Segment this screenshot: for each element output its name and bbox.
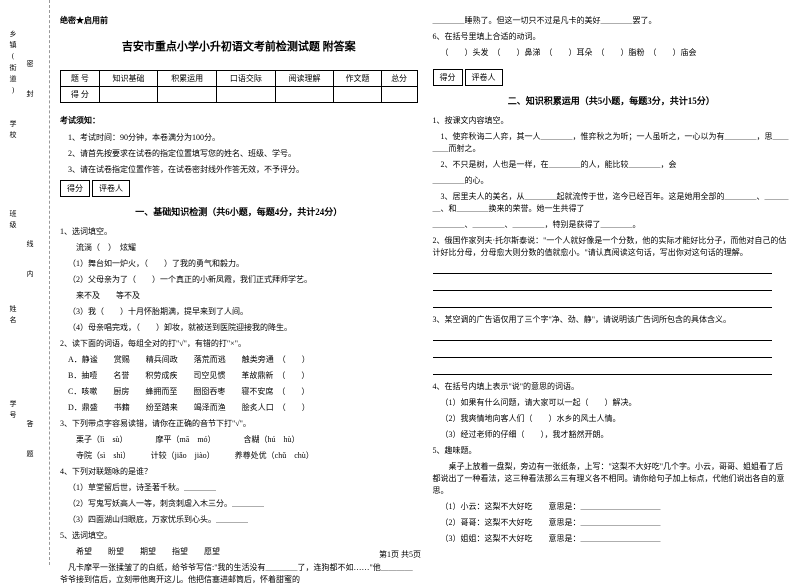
s2q5-1: （1）小云：这梨不大好吃 意思是：＿＿＿＿＿＿＿＿＿＿ — [433, 501, 791, 513]
s2q5-text: 桌子上放着一盘梨，旁边有一张纸条，上写："这梨不大好吃"几个字。小云，哥哥、姐姐… — [433, 461, 791, 497]
q4-3: （3）四面湖山归眼底，万家忧乐到心头。＿＿＿＿ — [60, 514, 418, 526]
right-column: ＿＿＿＿睡熟了。但这一切只不过是凡卡的美好＿＿＿＿罢了。 6、在括号里填上合适的… — [433, 15, 791, 550]
score-label-2: 得分 — [433, 69, 463, 86]
secret-label: 绝密★启用前 — [60, 15, 418, 26]
binding-seal-1: 密 封 — [25, 60, 35, 105]
binding-label-grade: 班级 — [8, 210, 18, 232]
q1-4: （4）母亲唱完戏，（ ）卸妆，就被送到医院迎接我的降生。 — [60, 322, 418, 334]
page-footer: 第1页 共5页 — [379, 549, 421, 560]
notice-1: 1、考试时间：90分钟，本卷满分为100分。 — [60, 132, 418, 144]
binding-seal-3: 答 题 — [25, 420, 35, 465]
binding-label-name: 姓名 — [8, 305, 18, 327]
s2q3-stem: 3、某空调的广告语仅用了三个字"净、劲、静"，请说明该广告词所包含的具体含义。 — [433, 314, 791, 326]
row-score: 得 分 — [61, 87, 100, 103]
s2q1-1: 1、使弈秋诲二人弈，其一人＿＿＿＿，惟弈秋之为听；一人虽听之，一心以为有＿＿＿＿… — [433, 131, 791, 155]
score-label: 得分 — [60, 180, 90, 197]
q1-1: （1）舞台如一炉火，（ ）了我的勇气和毅力。 — [60, 258, 418, 270]
left-column: 绝密★启用前 吉安市重点小学小升初语文考前检测试题 附答案 题 号 知识基础 积… — [60, 15, 418, 550]
q5-stem: 5、选词填空。 — [60, 530, 418, 542]
s2q1-2b: ＿＿＿＿的心。 — [433, 175, 791, 187]
s2q2-line3[interactable] — [433, 299, 773, 308]
th-6: 总分 — [381, 71, 417, 87]
th-num: 题 号 — [61, 71, 100, 87]
s2q4-3: （3）经过老师的仔细（ ），我才豁然开朗。 — [433, 429, 791, 441]
score-reviewer-box: 得分 评卷人 — [60, 180, 418, 197]
binding-area: 乡镇(街道) 学校 班级 姓名 学号 密 封 线 内 答 题 — [0, 0, 50, 565]
exam-title: 吉安市重点小学小升初语文考前检测试题 附答案 — [60, 38, 418, 54]
s2q5-stem: 5、趣味题。 — [433, 445, 791, 457]
binding-seal-2: 线 内 — [25, 240, 35, 285]
q3-1: 栗子（lì sù） 摩平（mā mó） 含糊（hú hù） — [60, 434, 418, 446]
q5-words: 希望 盼望 期望 指望 愿望 — [60, 546, 418, 558]
s2q4-1: （1）如果有什么问题，请大家可以一起（ ）解决。 — [433, 397, 791, 409]
s2q5-2: （2）哥哥：这梨不大好吃 意思是：＿＿＿＿＿＿＿＿＿＿ — [433, 517, 791, 529]
s2q1-3: 3、居里夫人的美名，从＿＿＿＿起就流传于世，迄今已经百年。这是她用全部的＿＿＿＿… — [433, 191, 791, 215]
section1-title: 一、基础知识检测（共6小题，每题4分，共计24分） — [60, 205, 418, 218]
s2q5-3: （3）姐姐：这梨不大好吃 意思是：＿＿＿＿＿＿＿＿＿＿ — [433, 533, 791, 545]
q3-stem: 3、下列带点字容易读错，请你在正确的音节下打"√"。 — [60, 418, 418, 430]
q2-c: C．咳嗽 厨房 蜂拥而至 囫囵吞枣 寝不安席 （ ） — [60, 386, 418, 398]
s2q3-line1[interactable] — [433, 332, 773, 341]
q5-text: 凡卡摩平一张揉皱了的白纸，给爷爷写信:"我的生活没有＿＿＿＿了，连狗都不如……"… — [60, 562, 418, 586]
q6-stem: 6、在括号里填上合适的动词。 — [433, 31, 791, 43]
s2q1-2: 2、不只是树，人也是一样，在＿＿＿＿的人，能比较＿＿＿＿，会 — [433, 159, 791, 171]
q6-text: （ ）头发 （ ）鼻涕 （ ）耳朵 （ ）脂粉 （ ）庙会 — [433, 47, 791, 59]
q5-cont: ＿＿＿＿睡熟了。但这一切只不过是凡卡的美好＿＿＿＿罢了。 — [433, 15, 791, 27]
s2q4-stem: 4、在括号内填上表示"说"的意思的词语。 — [433, 381, 791, 393]
s2q2-stem: 2、俄国作家列夫·托尔斯泰说："一个人就好像是一个分数，他的实际才能好比分子，而… — [433, 235, 791, 259]
th-5: 作文题 — [334, 71, 381, 87]
s2q3-line3[interactable] — [433, 366, 773, 375]
th-2: 积累运用 — [158, 71, 217, 87]
content-area: 绝密★启用前 吉安市重点小学小升初语文考前检测试题 附答案 题 号 知识基础 积… — [50, 0, 800, 565]
s2q4-2: （2）我爽情地向客人们（ ）水乡的风土人情。 — [433, 413, 791, 425]
s2q1-stem: 1、按课文内容填空。 — [433, 115, 791, 127]
s2q2-line1[interactable] — [433, 265, 773, 274]
q1-words: 流淌（ ） 炫耀 — [60, 242, 418, 254]
section2-title: 二、知识积累运用（共5小题，每题3分，共计15分） — [433, 94, 791, 107]
q1-2: （2）父母亲为了（ ）一个真正的小新凤霞，我们正式拜师学艺。 — [60, 274, 418, 286]
q1-w2: 来不及 等不及 — [60, 290, 418, 302]
notice-2: 2、请首先按要求在试卷的指定位置填写您的姓名、班级、学号。 — [60, 148, 418, 160]
q4-stem: 4、下列对联题咏的是谁？ — [60, 466, 418, 478]
q3-2: 寺院（sì shì） 计较（jiǎo jiào） 养尊处优（chǔ chù） — [60, 450, 418, 462]
reviewer-label: 评卷人 — [92, 180, 130, 197]
score-table: 题 号 知识基础 积累运用 口语交际 阅读理解 作文题 总分 得 分 — [60, 70, 418, 103]
q1-3: （3）我（ ）十月怀胎期满，提早来到了人间。 — [60, 306, 418, 318]
q4-1: （1）草堂留后世，诗圣著千秋。＿＿＿＿ — [60, 482, 418, 494]
th-1: 知识基础 — [99, 71, 158, 87]
q1-stem: 1、选词填空。 — [60, 226, 418, 238]
q4-2: （2）写鬼写妖高人一等，刺贪刺虐入木三分。＿＿＿＿ — [60, 498, 418, 510]
th-4: 阅读理解 — [275, 71, 334, 87]
q2-b: B．抽噎 名誉 积劳成疾 司空见惯 革故鼎新 （ ） — [60, 370, 418, 382]
score-reviewer-box-2: 得分 评卷人 — [433, 69, 791, 86]
binding-label-class: 学校 — [8, 120, 18, 142]
notice-header: 考试须知： — [60, 115, 418, 126]
q2-a: A．静谧 赏赐 精兵间政 落荒而逃 触类旁通 （ ） — [60, 354, 418, 366]
binding-label-id: 学号 — [8, 400, 18, 422]
notice-3: 3、请在试卷指定位置作答，在试卷密封线外作答无效，不予评分。 — [60, 164, 418, 176]
q2-stem: 2、读下面的词语，每组全对的打"√"，有错的打"×"。 — [60, 338, 418, 350]
th-3: 口语交际 — [217, 71, 276, 87]
binding-label-school: 乡镇(街道) — [8, 30, 18, 98]
s2q2-line2[interactable] — [433, 282, 773, 291]
s2q3-line2[interactable] — [433, 349, 773, 358]
q2-d: D．鼎盛 书籍 纷至踏来 竭泽而渔 脍炙人口 （ ） — [60, 402, 418, 414]
s2q1-3b: ＿＿＿＿、＿＿＿＿、＿＿＿＿，特别是获得了＿＿＿＿。 — [433, 219, 791, 231]
reviewer-label-2: 评卷人 — [465, 69, 503, 86]
